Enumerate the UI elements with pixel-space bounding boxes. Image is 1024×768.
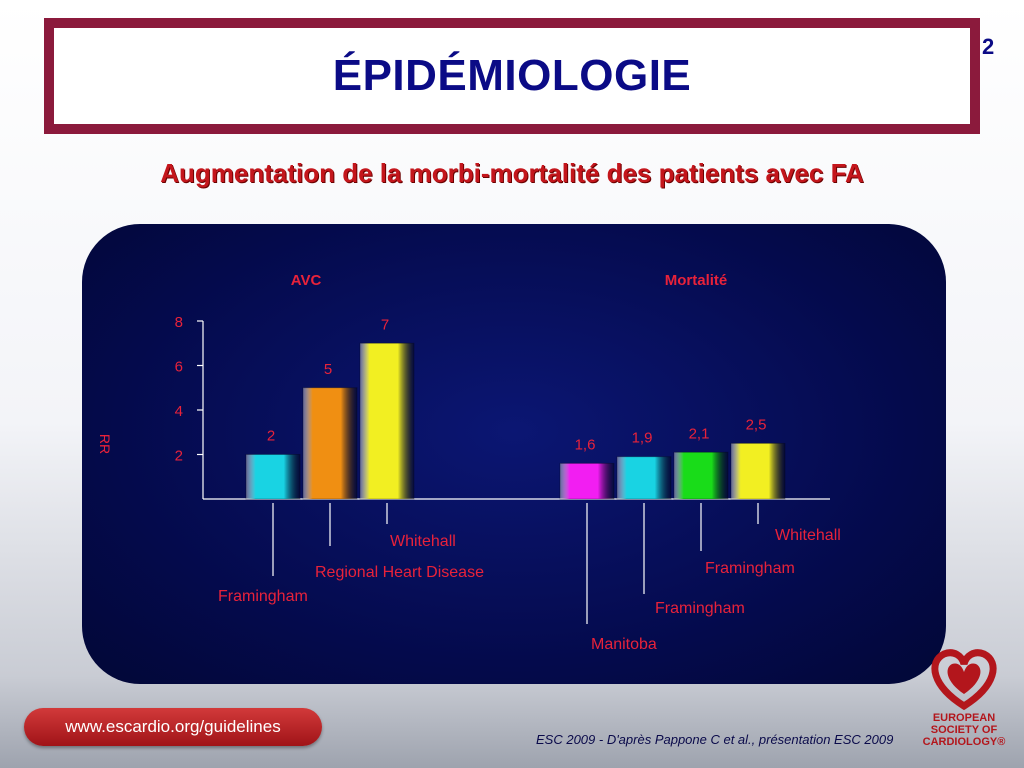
y-tick-label: 6 — [175, 359, 183, 376]
bar-outline — [359, 342, 415, 500]
data-label: 5 — [324, 361, 332, 378]
bar — [360, 343, 414, 499]
y-tick-label: 4 — [175, 403, 183, 420]
data-label: 2,1 — [689, 425, 710, 442]
study-label: Whitehall — [775, 527, 841, 544]
bar — [674, 452, 728, 499]
bar — [560, 463, 614, 499]
study-label: Regional Heart Disease — [315, 564, 484, 581]
group-header: AVC — [291, 272, 322, 289]
logo-line-2: SOCIETY OF — [930, 724, 998, 736]
guidelines-link-label: www.escardio.org/guidelines — [65, 717, 281, 736]
logo-line-3: CARDIOLOGY® — [922, 736, 1006, 748]
study-label: Framingham — [705, 560, 795, 577]
bar-chart: 2 4 6 8 RR AVC 2 Framingham 5 Regional Heart Dise… — [97, 272, 841, 653]
study-label: Whitehall — [390, 533, 456, 550]
study-label: Framingham — [218, 588, 308, 605]
data-label: 1,6 — [575, 436, 596, 453]
logo-line-1: EUROPEAN — [932, 712, 996, 724]
y-tick-label: 2 — [175, 448, 183, 465]
bar-outline — [302, 387, 358, 500]
bar-outline — [245, 454, 301, 500]
data-label: 1,9 — [632, 430, 653, 447]
bar-outline — [616, 456, 672, 500]
chart-panel: 2 4 6 8 RR AVC 2 Framingham 5 Regional Heart Dise… — [82, 224, 946, 684]
data-label: 2 — [267, 428, 275, 445]
bar-outline — [673, 451, 729, 500]
study-label: Manitoba — [591, 636, 657, 653]
page-title: ÉPIDÉMIOLOGIE — [332, 51, 692, 100]
study-label: Framingham — [655, 600, 745, 617]
group-header: Mortalité — [665, 272, 728, 289]
bar-outline — [559, 462, 615, 500]
title-frame: ÉPIDÉMIOLOGIE — [44, 18, 980, 134]
page-number: 2 — [982, 34, 995, 59]
bar — [303, 387, 357, 499]
esc-logo-text: EUROPEAN SOCIETY OF CARDIOLOGY® — [918, 712, 1010, 748]
y-axis-label: RR — [97, 434, 113, 454]
data-label: 7 — [381, 316, 389, 333]
bar — [617, 456, 671, 499]
guidelines-link[interactable]: www.escardio.org/guidelines — [24, 708, 322, 746]
esc-heart-logo-icon — [931, 649, 997, 711]
bar — [246, 454, 300, 499]
bar-outline — [730, 442, 786, 500]
slide-subtitle: Augmentation de la morbi-mortalité des p… — [160, 158, 864, 188]
title-box: ÉPIDÉMIOLOGIE — [54, 28, 970, 124]
citation: ESC 2009 - D'après Pappone C et al., pré… — [536, 732, 894, 747]
bar — [731, 443, 785, 499]
y-tick-label: 8 — [175, 314, 183, 331]
data-label: 2,5 — [746, 416, 767, 433]
